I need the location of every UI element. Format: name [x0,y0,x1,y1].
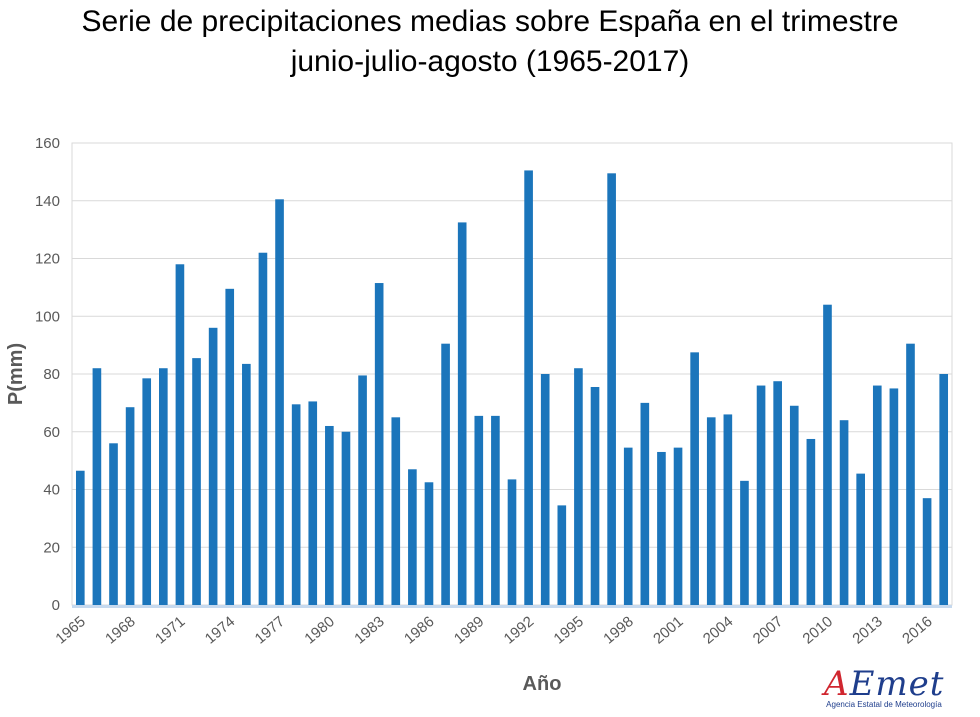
bar-2001 [673,447,683,605]
y-tick-label: 140 [35,193,60,210]
bar-1984 [391,417,401,605]
bar-2010 [823,304,832,605]
bar-1977 [275,199,284,605]
x-tick-label: 1968 [102,613,138,647]
aemet-logo: AEmet Agencia Estatal de Meteorología [824,666,944,709]
x-tick-label: 1974 [202,613,238,647]
bar-1998 [623,447,633,605]
bar-2004 [723,414,733,605]
bar-1994 [557,505,567,605]
bar-2000 [657,451,666,605]
bar-1971 [175,264,185,605]
bar-2014 [889,388,899,605]
bar-2017 [939,374,949,605]
y-tick-label: 100 [35,308,60,325]
y-tick-label: 160 [35,135,60,152]
x-tick-label: 1980 [301,613,337,647]
y-tick-label: 20 [43,539,60,556]
bar-2013 [872,385,882,605]
bar-2016 [922,498,932,605]
bar-1987 [441,343,450,605]
bar-1968 [125,407,135,605]
y-tick-label: 40 [43,482,60,499]
bar-2003 [706,417,716,605]
bar-1988 [457,222,467,605]
chart-title-line-2: junio-julio-agosto (1965-2017) [290,45,690,78]
x-tick-label: 1971 [152,613,188,647]
y-axis-title: P(mm) [5,343,27,405]
bar-1980 [325,425,334,605]
x-tick-label: 2016 [899,613,935,647]
y-tick-label: 120 [35,251,60,268]
x-tick-label: 2010 [800,613,836,647]
bar-1983 [374,283,384,605]
bar-1989 [474,415,484,605]
aemet-logo-word: AEmet [824,664,945,704]
bar-1967 [109,443,118,605]
y-tick-label: 60 [43,424,60,441]
y-tick-label: 80 [43,366,60,383]
x-tick-label: 1965 [52,613,88,647]
x-tick-label: 2007 [750,613,786,647]
bar-2015 [906,343,915,605]
bar-2005 [740,480,749,605]
x-tick-label: 2004 [700,613,736,647]
x-tick-label: 1989 [451,613,487,647]
x-tick-label: 1977 [252,613,288,647]
x-tick-label: 1992 [501,613,537,647]
bar-1972 [192,358,201,605]
x-tick-label: 1995 [550,613,586,647]
bar-2008 [789,405,799,605]
y-tick-label: 0 [52,597,60,614]
bar-1990 [491,415,500,605]
bar-2006 [756,385,766,605]
bar-1986 [424,482,434,605]
bar-1979 [308,401,318,605]
bar-1965 [75,470,85,605]
bar-2012 [856,473,865,605]
chart-title-line-1: Serie de precipitaciones medias sobre Es… [81,5,899,38]
bar-1999 [640,402,650,605]
x-tick-label: 1998 [600,613,636,647]
bar-1992 [524,170,533,605]
x-axis-title: Año [523,673,562,695]
bar-1975 [242,363,251,605]
chart-title: Serie de precipitaciones medias sobre Es… [0,0,980,82]
bar-1985 [408,469,417,605]
x-tick-label: 1986 [401,613,437,647]
bar-2007 [773,381,782,605]
aemet-logo-subtitle: Agencia Estatal de Meteorología [826,700,942,709]
x-tick-label: 1983 [351,613,387,647]
bar-1973 [208,327,218,605]
bar-1978 [291,404,301,605]
bar-1976 [258,252,268,605]
bar-1997 [607,173,616,605]
bar-1966 [92,368,102,605]
bar-2011 [839,420,849,605]
bar-2009 [806,438,816,605]
bar-1969 [142,378,152,605]
bar-1974 [225,288,235,605]
x-tick-label: 2001 [650,613,686,647]
x-axis-line [72,605,952,608]
bar-1996 [590,386,600,605]
bar-1970 [159,368,168,605]
x-tick-label: 2013 [849,613,885,647]
bar-1995 [574,368,583,605]
bar-1991 [507,479,517,605]
bar-1993 [540,374,550,605]
bar-1982 [358,375,367,605]
bar-2002 [690,352,699,605]
bar-1981 [341,431,351,605]
